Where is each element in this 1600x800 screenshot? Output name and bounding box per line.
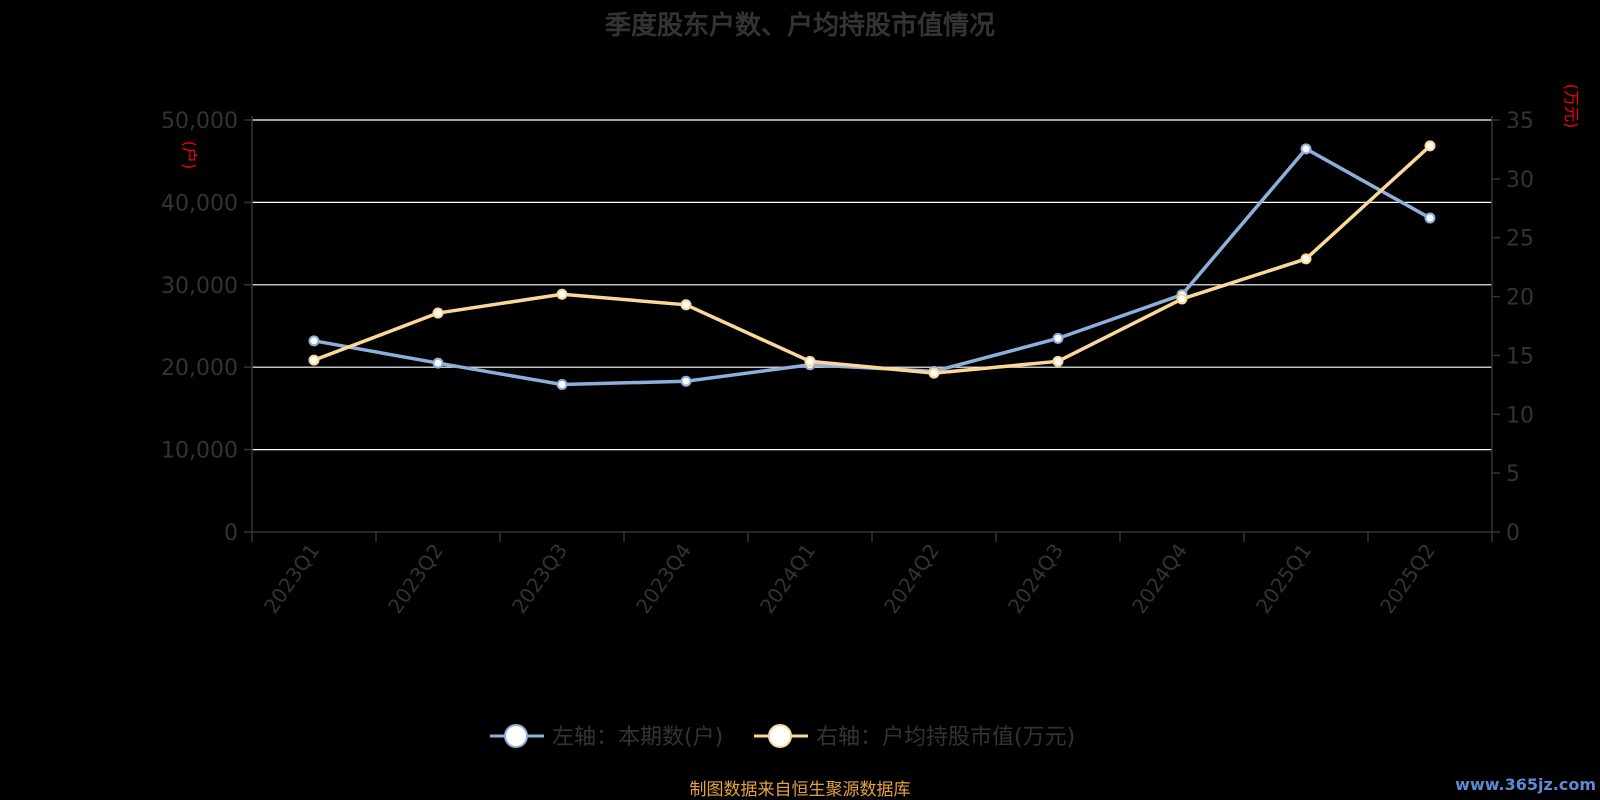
legend-label-right-series: 右轴：户均持股市值(万元) [816, 725, 1075, 750]
watermark: www.365jz.com [1455, 775, 1596, 794]
series-line-right [313, 144, 1432, 375]
data-point-left[interactable] [432, 357, 444, 369]
data-point-right[interactable] [308, 354, 320, 366]
x-axis-category-label: 2024Q1 [755, 539, 820, 618]
x-axis-category-label: 2024Q3 [1003, 539, 1068, 618]
data-point-right[interactable] [1052, 355, 1064, 367]
x-axis-category-label: 2024Q4 [1127, 539, 1192, 618]
chart-title: 季度股东户数、户均持股市值情况 [605, 10, 995, 41]
x-axis-category-label: 2023Q3 [507, 539, 572, 618]
series-layer [308, 140, 1436, 391]
right-axis-tick-label: 10 [1506, 403, 1534, 428]
legend-label-left-series: 左轴：本期数(户) [552, 725, 723, 750]
left-axis-tick-label: 20,000 [161, 356, 238, 381]
right-axis-unit-label: (万元) [1562, 84, 1581, 129]
legend-marker-left-series [504, 724, 528, 748]
legend-marker-right-series [768, 724, 792, 748]
right-axis-tick-label: 5 [1506, 462, 1520, 487]
data-point-right[interactable] [804, 355, 816, 367]
right-axis-tick-label: 15 [1506, 344, 1534, 369]
x-axis-category-label: 2023Q4 [631, 539, 696, 618]
data-point-left[interactable] [1052, 332, 1064, 344]
x-axis-category-label: 2025Q2 [1375, 539, 1440, 618]
left-axis-unit-label: (户) [180, 141, 199, 170]
x-axis-category-label: 2024Q2 [879, 539, 944, 618]
left-axis-tick-label: 50,000 [161, 109, 238, 134]
legend-item-left-series[interactable]: 左轴：本期数(户) [490, 724, 723, 750]
right-axis-tick-label: 20 [1506, 286, 1534, 311]
data-point-right[interactable] [432, 307, 444, 319]
left-axis-tick-label: 40,000 [161, 191, 238, 216]
data-point-right[interactable] [680, 299, 692, 311]
right-axis-tick-label: 0 [1506, 521, 1520, 546]
legend[interactable]: 左轴：本期数(户) 右轴：户均持股市值(万元) [490, 724, 1075, 750]
data-point-left[interactable] [308, 335, 320, 347]
right-axis-tick-label: 25 [1506, 227, 1534, 252]
x-axis-category-label: 2023Q2 [383, 539, 448, 618]
data-point-left[interactable] [556, 379, 568, 391]
right-axis-tick-label: 30 [1506, 168, 1534, 193]
data-point-left[interactable] [1300, 143, 1312, 155]
data-point-right[interactable] [556, 288, 568, 300]
data-point-right[interactable] [928, 367, 940, 379]
x-axis-category-label: 2023Q1 [259, 539, 324, 618]
data-point-right[interactable] [1300, 253, 1312, 265]
data-point-left[interactable] [680, 375, 692, 387]
data-point-right[interactable] [1176, 293, 1188, 305]
left-axis-tick-label: 30,000 [161, 274, 238, 299]
data-point-right[interactable] [1424, 140, 1436, 152]
series-line-left [313, 147, 1431, 387]
left-axis-tick-label: 0 [224, 521, 238, 546]
data-source-footer: 制图数据来自恒生聚源数据库 [690, 780, 911, 800]
left-axis-tick-label: 10,000 [161, 439, 238, 464]
data-point-left[interactable] [1424, 212, 1436, 224]
grid-layer [252, 119, 1492, 451]
x-axis-category-label: 2025Q1 [1251, 539, 1316, 618]
right-axis-tick-label: 35 [1506, 109, 1534, 134]
legend-item-right-series[interactable]: 右轴：户均持股市值(万元) [754, 724, 1075, 750]
